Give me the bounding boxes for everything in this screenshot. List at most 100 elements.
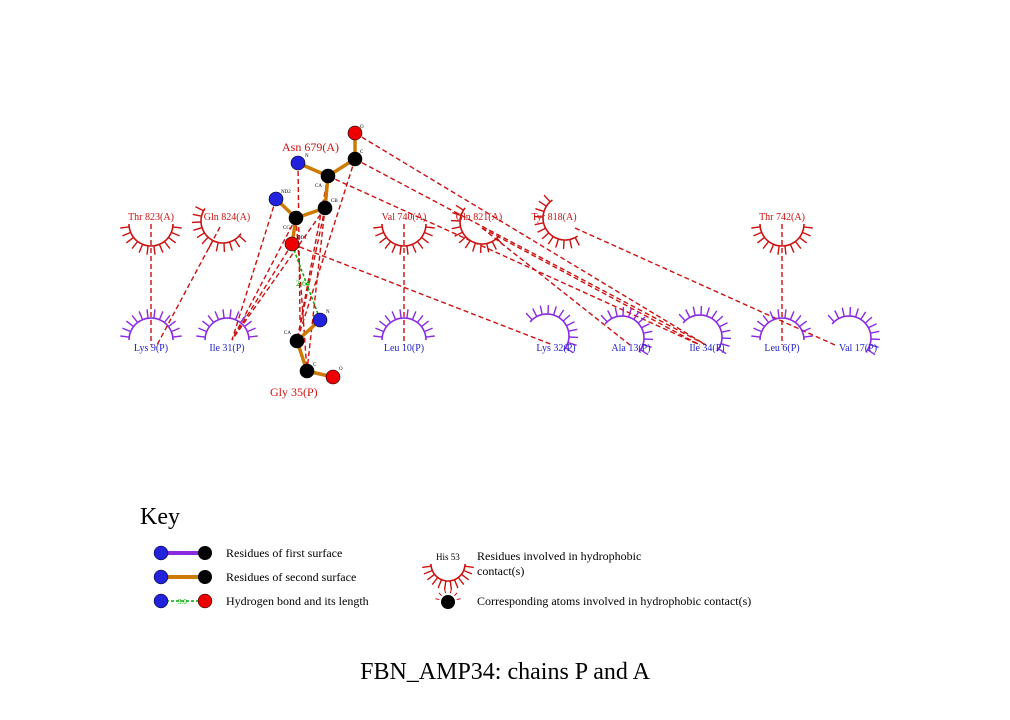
- atom-cb: [317, 200, 333, 216]
- atom-label-cg: CG: [283, 226, 290, 231]
- atom-label-nd2: ND2: [281, 190, 291, 195]
- residue-label-val17: Val 17(P): [839, 343, 877, 354]
- covalent-bonds: [274, 133, 357, 379]
- atom-o-top: [347, 125, 363, 141]
- key-hbond-sample-length: 3.0: [178, 598, 187, 606]
- atom-o-bot: [325, 369, 341, 385]
- contact-line-19: [306, 207, 326, 372]
- residue-label-gly35: Gly 35(P): [270, 385, 318, 399]
- key-hydrophobic-arc: [422, 563, 474, 590]
- key-atom-spoke: [444, 589, 447, 594]
- hbond-length-label: 2.64: [296, 279, 310, 288]
- atom-label-c: C: [360, 150, 364, 155]
- key-hbond-atom-red: [197, 593, 213, 609]
- hydrophobic-arc-leu10: [373, 309, 435, 341]
- key-first-surface-label: Residues of first surface: [226, 546, 342, 560]
- residue-label-ile34: Ile 34(P): [689, 343, 724, 354]
- hydrophobic-arc-lys32: [525, 304, 579, 354]
- residue-label-tyr818: Tyr 818(A): [531, 212, 576, 223]
- key-atom-spoke: [456, 598, 461, 601]
- atom-ca-bot: [289, 333, 305, 349]
- key-corresponding-atom-spokes: [435, 589, 461, 601]
- hydrophobic-arc-thr823: [120, 223, 182, 255]
- atom-label-n-gly: N: [326, 310, 330, 315]
- key-hydrophobic-label-line2: contact(s): [477, 564, 524, 578]
- contact-line-12: [231, 198, 277, 341]
- legend-key: Key Residues of first surface Residues o…: [140, 504, 751, 609]
- hydrophobic-arc-ile34: [678, 305, 732, 355]
- key-atom-spoke: [449, 589, 452, 594]
- hydrophobic-contact-lines: [150, 132, 836, 372]
- key-hydrophobic-sample-label: His 53: [436, 552, 460, 562]
- key-atom-spoke: [454, 592, 458, 596]
- key-corresponding-atom: [441, 595, 455, 609]
- contact-line-1: [156, 226, 221, 346]
- hydrophobic-residue-arcs: [120, 194, 881, 356]
- atom-label-c-gly: C: [313, 363, 317, 368]
- atom-label-cb: CB: [331, 199, 338, 204]
- hydrophobic-arc-ala13: [600, 306, 654, 356]
- residue-label-val740: Val 740(A): [382, 212, 427, 223]
- contact-line-4: [574, 227, 836, 346]
- atoms: [268, 125, 363, 385]
- key-hbond-label: Hydrogen bond and its length: [226, 594, 369, 608]
- key-first-surface-atom-black: [198, 546, 212, 560]
- residue-label-thr823: Thr 823(A): [128, 212, 174, 223]
- chain-a-residue-labels: Thr 823(A) Gln 824(A) Val 740(A) Gln 821…: [128, 212, 805, 223]
- key-atom-spoke: [435, 598, 440, 601]
- hydrophobic-arc-ile31: [196, 309, 258, 341]
- atom-labels: O C N CA ND2 CB CG OD1 N CA C O: [281, 125, 364, 372]
- residue-label-gln824: Gln 824(A): [204, 212, 250, 223]
- atom-label-o: O: [360, 125, 364, 130]
- atom-label-ca-gly: CA: [284, 331, 291, 336]
- atom-nd2: [268, 191, 284, 207]
- hydrophobic-arc-tyr818: [533, 194, 580, 250]
- key-hydrophobic-label-line1: Residues involved in hydrophobic: [477, 549, 641, 563]
- residue-label-ala13: Ala 13(P): [611, 343, 650, 354]
- contact-line-7: [354, 132, 707, 346]
- atom-label-n: N: [305, 154, 309, 159]
- hydrophobic-arc-lys9: [120, 309, 182, 341]
- hydrophobic-arc-gln821: [450, 204, 504, 254]
- key-atom-spoke: [438, 592, 442, 596]
- key-corresponding-atoms-label: Corresponding atoms involved in hydropho…: [477, 594, 751, 608]
- contact-line-15: [231, 207, 326, 341]
- residue-label-leu10: Leu 10(P): [384, 343, 424, 354]
- atom-n-bot: [312, 312, 328, 328]
- residue-label-leu6: Leu 6(P): [764, 343, 799, 354]
- contact-line-14: [231, 243, 293, 341]
- key-second-surface-label: Residues of second surface: [226, 570, 356, 584]
- key-arc-shape: [422, 563, 474, 590]
- hbond-od1-n: [293, 249, 319, 315]
- chain-p-residue-labels: Lys 9(P) Ile 31(P) Leu 10(P) Lys 32(P) A…: [134, 343, 877, 354]
- contact-line-9: [327, 175, 701, 346]
- residue-label-asn679: Asn 679(A): [282, 140, 339, 154]
- hydrogen-bond: [293, 249, 319, 315]
- hydrophobic-arc-val740: [373, 223, 435, 255]
- hydrophobic-arc-val17: [827, 306, 881, 356]
- atom-cg: [288, 210, 304, 226]
- atom-od1: [284, 236, 300, 252]
- contact-line-8: [354, 158, 707, 346]
- atom-c-top: [347, 151, 363, 167]
- residue-label-gln821: Gln 821(A): [456, 212, 502, 223]
- key-first-surface-atom-blue: [153, 545, 169, 561]
- diagram-caption: FBN_AMP34: chains P and A: [360, 659, 650, 685]
- atom-c-bot: [299, 363, 315, 379]
- atom-label-o-gly: O: [339, 367, 343, 372]
- residue-label-thr742: Thr 742(A): [759, 212, 805, 223]
- contact-line-11: [297, 162, 301, 321]
- hydrophobic-arc-gln824: [191, 206, 247, 253]
- contact-line-10: [291, 243, 554, 346]
- key-second-surface-atom-blue: [153, 569, 169, 585]
- key-hbond-atom-blue: [153, 593, 169, 609]
- atom-ca-top: [320, 168, 336, 184]
- atom-label-ca: CA: [315, 184, 322, 189]
- atom-n-top: [290, 155, 306, 171]
- hydrophobic-arc-leu6: [751, 309, 813, 341]
- residue-label-lys9: Lys 9(P): [134, 343, 168, 354]
- residue-label-lys32: Lys 32(P): [536, 343, 575, 354]
- hydrophobic-arc-thr742: [751, 223, 813, 255]
- residue-label-ile31: Ile 31(P): [209, 343, 244, 354]
